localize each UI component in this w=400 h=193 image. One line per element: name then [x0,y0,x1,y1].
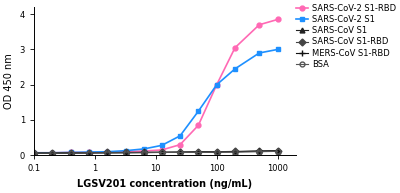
Y-axis label: OD 450 nm: OD 450 nm [4,53,14,109]
SARS-CoV S1 [123,151,128,154]
SARS-CoV-2 S1 [196,110,201,112]
Line: SARS-CoV S1-RBD: SARS-CoV S1-RBD [32,148,280,156]
SARS-CoV S1-RBD [142,151,146,154]
SARS-CoV-2 S1-RBD [257,24,262,26]
SARS-CoV-2 S1 [105,151,110,153]
SARS-CoV S1 [257,150,262,152]
SARS-CoV-2 S1-RBD [87,151,92,154]
SARS-CoV-2 S1 [87,151,92,153]
Line: MERS-CoV S1-RBD: MERS-CoV S1-RBD [31,148,280,156]
SARS-CoV-2 S1 [142,148,146,150]
BSA [68,152,73,154]
SARS-CoV S1-RBD [275,150,280,152]
SARS-CoV-2 S1-RBD [178,144,182,146]
SARS-CoV S1-RBD [50,152,55,154]
MERS-CoV S1-RBD [50,152,55,154]
BSA [196,151,201,154]
MERS-CoV S1-RBD [123,152,128,154]
SARS-CoV S1-RBD [214,151,219,153]
SARS-CoV-2 S1-RBD [196,124,201,126]
SARS-CoV S1 [178,151,182,153]
SARS-CoV-2 S1-RBD [105,151,110,153]
SARS-CoV S1 [159,151,164,154]
Line: SARS-CoV S1: SARS-CoV S1 [32,148,280,156]
MERS-CoV S1-RBD [275,150,280,152]
BSA [50,152,55,154]
SARS-CoV-2 S1-RBD [214,84,219,86]
BSA [178,151,182,154]
BSA [214,151,219,153]
SARS-CoV S1-RBD [257,150,262,152]
SARS-CoV S1-RBD [87,152,92,154]
SARS-CoV S1-RBD [233,150,238,152]
BSA [159,151,164,154]
SARS-CoV-2 S1 [257,52,262,54]
MERS-CoV S1-RBD [87,152,92,154]
Legend: SARS-CoV-2 S1-RBD, SARS-CoV-2 S1, SARS-CoV S1, SARS-CoV S1-RBD, MERS-CoV S1-RBD,: SARS-CoV-2 S1-RBD, SARS-CoV-2 S1, SARS-C… [296,4,396,69]
MERS-CoV S1-RBD [68,152,73,154]
Line: SARS-CoV-2 S1-RBD: SARS-CoV-2 S1-RBD [32,17,280,155]
MERS-CoV S1-RBD [196,151,201,153]
SARS-CoV-2 S1-RBD [32,152,36,154]
BSA [233,151,238,153]
SARS-CoV-2 S1 [50,152,55,154]
MERS-CoV S1-RBD [178,151,182,154]
SARS-CoV S1-RBD [32,152,36,154]
SARS-CoV-2 S1 [32,152,36,154]
MERS-CoV S1-RBD [214,151,219,153]
SARS-CoV S1-RBD [68,152,73,154]
X-axis label: LGSV201 concentration (ng/mL): LGSV201 concentration (ng/mL) [78,179,252,189]
SARS-CoV S1 [233,151,238,153]
Line: BSA: BSA [32,149,280,156]
SARS-CoV S1-RBD [159,151,164,153]
SARS-CoV S1 [87,152,92,154]
SARS-CoV S1-RBD [105,151,110,154]
BSA [142,152,146,154]
SARS-CoV-2 S1-RBD [142,150,146,152]
BSA [32,152,36,154]
SARS-CoV-2 S1-RBD [123,151,128,153]
SARS-CoV-2 S1-RBD [50,152,55,154]
SARS-CoV-2 S1-RBD [275,18,280,21]
SARS-CoV S1 [32,152,36,154]
SARS-CoV-2 S1 [159,144,164,146]
SARS-CoV-2 S1-RBD [233,47,238,49]
SARS-CoV-2 S1-RBD [159,149,164,151]
SARS-CoV S1-RBD [123,151,128,154]
Line: SARS-CoV-2 S1: SARS-CoV-2 S1 [32,47,280,155]
MERS-CoV S1-RBD [105,152,110,154]
SARS-CoV-2 S1 [233,68,238,70]
SARS-CoV-2 S1 [214,84,219,86]
SARS-CoV S1 [196,151,201,153]
SARS-CoV S1-RBD [178,151,182,153]
MERS-CoV S1-RBD [257,150,262,152]
MERS-CoV S1-RBD [159,151,164,154]
BSA [275,150,280,152]
BSA [87,152,92,154]
MERS-CoV S1-RBD [142,151,146,154]
BSA [105,152,110,154]
SARS-CoV-2 S1 [178,135,182,137]
BSA [123,152,128,154]
SARS-CoV-2 S1 [123,150,128,152]
BSA [257,151,262,153]
SARS-CoV-2 S1 [275,48,280,51]
MERS-CoV S1-RBD [233,151,238,153]
SARS-CoV S1 [50,152,55,154]
SARS-CoV S1 [68,152,73,154]
MERS-CoV S1-RBD [32,152,36,154]
SARS-CoV S1 [105,152,110,154]
SARS-CoV S1-RBD [196,151,201,153]
SARS-CoV-2 S1-RBD [68,151,73,154]
SARS-CoV S1 [275,150,280,152]
SARS-CoV-2 S1 [68,151,73,154]
SARS-CoV S1 [214,151,219,153]
SARS-CoV S1 [142,151,146,154]
